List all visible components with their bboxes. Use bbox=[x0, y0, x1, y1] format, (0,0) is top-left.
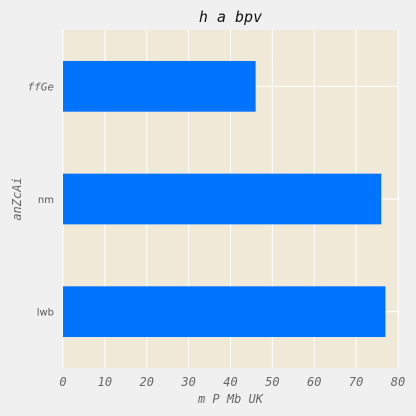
x-tick-label: 80 bbox=[391, 375, 405, 389]
x-tick-label: 40 bbox=[223, 375, 237, 389]
bar-ffGe bbox=[63, 60, 256, 112]
y-tick-label: nm bbox=[38, 195, 54, 206]
y-axis-ticks: lwb nm ffGe bbox=[28, 80, 55, 318]
bar-nm bbox=[63, 173, 382, 225]
x-tick-label: 0 bbox=[59, 375, 66, 389]
x-axis-ticks: 0 10 20 30 40 50 60 70 80 bbox=[59, 375, 405, 389]
y-tick-label: ffGe bbox=[28, 80, 55, 93]
x-axis-label: m P Mb UK bbox=[197, 392, 264, 406]
bar-lwb bbox=[63, 286, 386, 338]
x-tick-label: 20 bbox=[140, 375, 154, 389]
x-tick-label: 50 bbox=[265, 375, 279, 389]
x-tick-label: 70 bbox=[349, 375, 363, 389]
bars bbox=[63, 60, 386, 338]
x-tick-label: 30 bbox=[180, 375, 195, 389]
x-tick-label: 10 bbox=[98, 375, 112, 389]
chart-title: h a bpv bbox=[199, 8, 262, 26]
y-axis-label: anZcAi bbox=[10, 177, 24, 220]
y-tick-label: lwb bbox=[37, 308, 54, 319]
x-tick-label: 60 bbox=[307, 375, 321, 389]
